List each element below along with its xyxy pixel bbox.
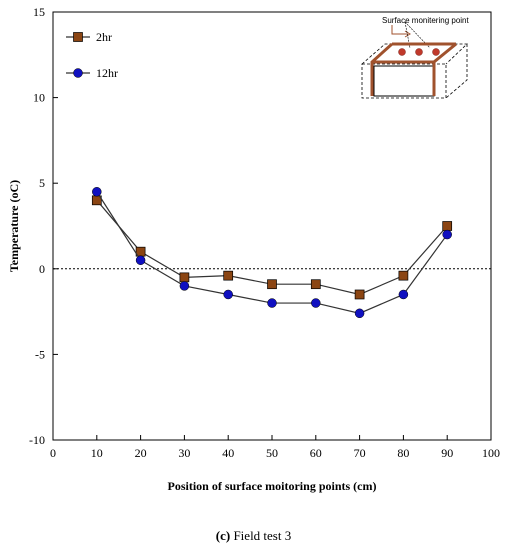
y-tick-label: 15	[33, 5, 45, 19]
x-tick-label: 80	[397, 446, 409, 460]
inset-monitor-point	[398, 48, 406, 56]
data-point-12hr	[92, 187, 102, 197]
y-tick-label: 10	[33, 91, 45, 105]
data-point-12hr	[354, 308, 365, 319]
axes: -10 -5 0 5 10 15 0 10 20 30 40 50 60 70 80 90 100 Positio…	[7, 5, 500, 493]
inset-monitor-point	[432, 48, 440, 56]
data-point-12hr	[223, 289, 233, 300]
x-tick-label: 70	[354, 446, 366, 460]
inset-title: Surface monitering point	[382, 16, 469, 25]
y-tick-label: -10	[29, 433, 45, 447]
caption-text: Field test 3	[230, 528, 292, 543]
inset-rebar-left	[370, 42, 394, 96]
data-point-2hr	[223, 270, 234, 281]
legend-label: 12hr	[96, 66, 118, 80]
inset-box-front	[361, 63, 447, 99]
inset-box-side	[445, 44, 468, 99]
data-point-12hr	[398, 289, 409, 300]
x-tick-label: 10	[91, 446, 103, 460]
data-point-2hr	[179, 272, 190, 283]
data-point-12hr	[311, 298, 321, 308]
legend-label: 2hr	[96, 30, 112, 44]
data-point-12hr	[179, 281, 190, 291]
x-tick-label: 60	[310, 446, 322, 460]
data-point-12hr	[267, 298, 277, 308]
series-marks	[91, 187, 453, 319]
data-point-2hr	[267, 279, 277, 290]
data-point-12hr	[442, 229, 452, 240]
legend-marker	[73, 68, 83, 78]
x-axis-title: Position of surface moitoring points (cm…	[168, 479, 377, 493]
legend-marker	[73, 32, 83, 42]
series-line-12hr	[96, 191, 448, 314]
inset-tube-body	[373, 65, 435, 97]
x-tick-label: 40	[222, 446, 234, 460]
data-point-2hr	[398, 270, 409, 281]
data-point-2hr	[354, 289, 365, 300]
x-tick-label: 20	[135, 446, 147, 460]
data-point-2hr	[442, 221, 453, 231]
inset-monitor-point	[415, 48, 423, 56]
caption-tag: (c)	[215, 528, 231, 543]
inset-diagram: Surface monitering point	[361, 16, 469, 99]
x-tick-label: 0	[50, 446, 56, 460]
y-axis-title: Temperature (oC)	[7, 180, 21, 272]
figure-caption: (c) Field test 3	[0, 528, 507, 544]
y-tick-label: 5	[39, 176, 45, 190]
y-tick-label: 0	[39, 262, 45, 276]
x-tick-label: 30	[178, 446, 190, 460]
inset-arrow	[391, 25, 408, 35]
x-tick-label: 90	[441, 446, 453, 460]
x-tick-label: 50	[266, 446, 278, 460]
legend: 2hr 12hr	[66, 30, 118, 80]
data-point-2hr	[310, 279, 321, 290]
y-tick-label: -5	[35, 347, 45, 361]
x-tick-label: 100	[482, 446, 500, 460]
data-point-12hr	[135, 255, 146, 265]
chart: -10 -5 0 5 10 15 0 10 20 30 40 50 60 70 80 90 100 Positio…	[7, 5, 500, 493]
